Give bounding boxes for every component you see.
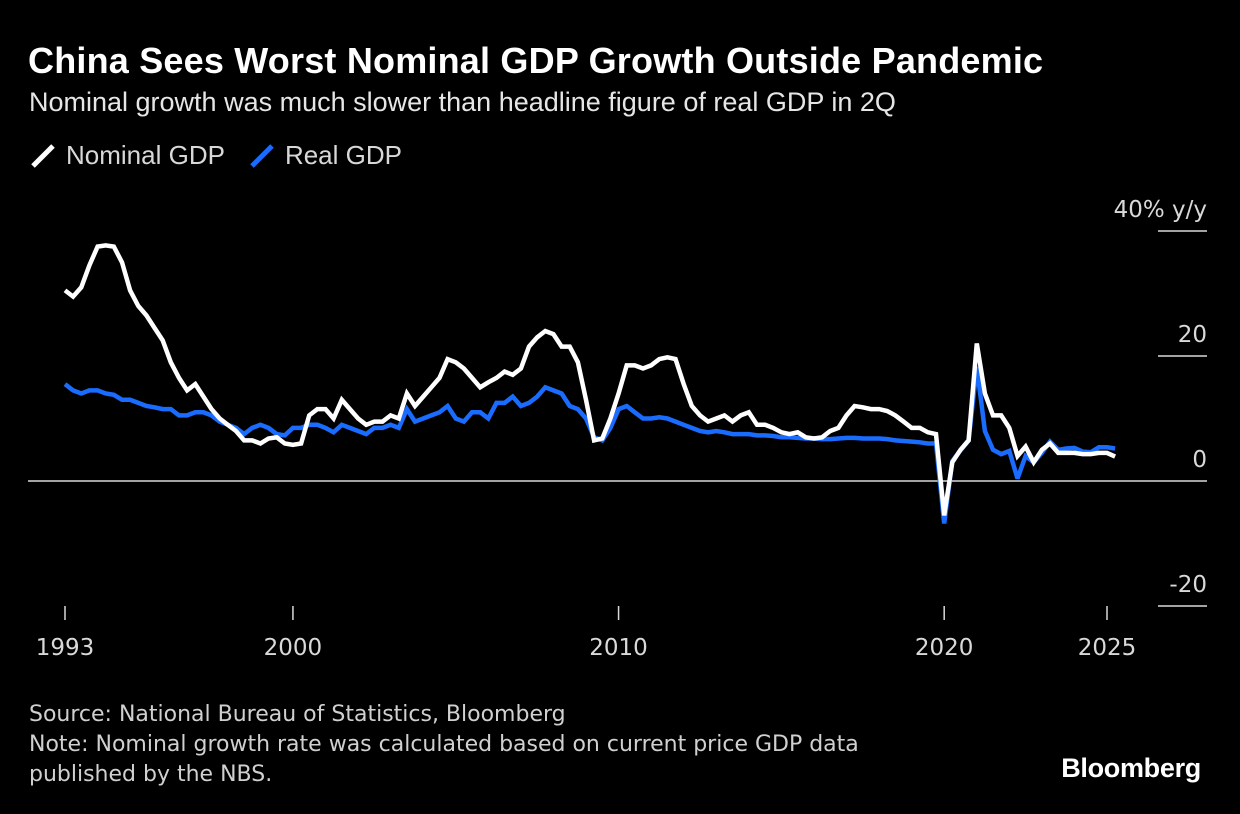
y-tick-label: 40% y/y bbox=[1114, 197, 1207, 223]
x-tick-label: 1993 bbox=[36, 635, 95, 661]
legend: Nominal GDP Real GDP bbox=[30, 140, 426, 171]
nominal-gdp-line bbox=[63, 243, 1117, 516]
y-tick-label: 20 bbox=[1178, 322, 1207, 348]
x-tick-label: 2000 bbox=[264, 635, 323, 661]
legend-item-real: Real GDP bbox=[249, 140, 402, 171]
method-note-line-2: published by the NBS. bbox=[29, 762, 273, 787]
legend-label-nominal: Nominal GDP bbox=[66, 140, 225, 170]
x-axis: 1993 2000 2010 2020 2025 bbox=[36, 606, 1137, 661]
legend-swatch-real-icon bbox=[249, 143, 275, 169]
bloomberg-logo: Bloomberg bbox=[1061, 753, 1201, 783]
real-gdp-line bbox=[63, 366, 1116, 524]
legend-item-nominal: Nominal GDP bbox=[30, 140, 225, 171]
x-tick-label: 2025 bbox=[1078, 635, 1137, 661]
x-tick-label: 2020 bbox=[915, 635, 974, 661]
source-note: Source: National Bureau of Statistics, B… bbox=[29, 702, 566, 727]
x-tick-label: 2010 bbox=[589, 635, 648, 661]
method-note-line-1: Note: Nominal growth rate was calculated… bbox=[29, 732, 859, 757]
series-lines bbox=[63, 243, 1117, 524]
legend-label-real: Real GDP bbox=[284, 140, 402, 170]
legend-swatch-nominal-icon bbox=[30, 143, 56, 169]
y-tick-label: 0 bbox=[1192, 447, 1207, 473]
y-gridlines: 40% y/y 20 0 -20 bbox=[28, 197, 1207, 607]
chart-footer: Source: National Bureau of Statistics, B… bbox=[29, 700, 859, 790]
chart-title: China Sees Worst Nominal GDP Growth Outs… bbox=[28, 40, 1044, 81]
chart-subtitle: Nominal growth was much slower than head… bbox=[29, 87, 896, 117]
y-tick-label: -20 bbox=[1169, 572, 1207, 598]
